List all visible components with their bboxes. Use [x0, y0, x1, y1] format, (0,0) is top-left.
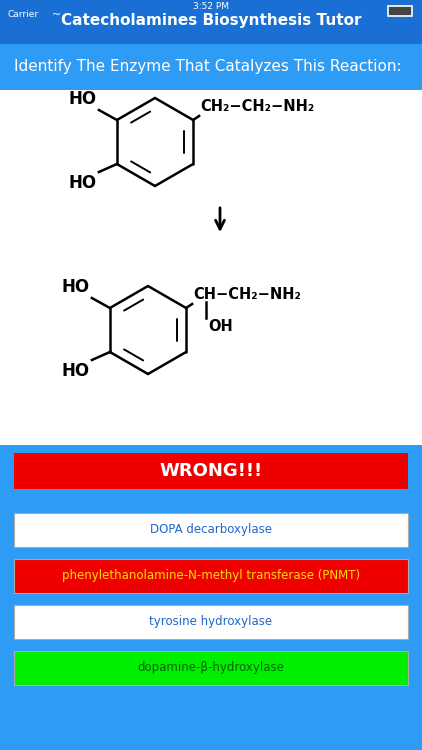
Text: CH₂−CH₂−NH₂: CH₂−CH₂−NH₂	[200, 99, 314, 114]
Text: dopamine-β-hydroxylase: dopamine-β-hydroxylase	[138, 662, 284, 674]
FancyBboxPatch shape	[14, 559, 408, 593]
FancyBboxPatch shape	[0, 44, 422, 90]
Text: OH: OH	[208, 319, 233, 334]
FancyBboxPatch shape	[0, 90, 422, 445]
Text: HO: HO	[62, 362, 90, 380]
Text: HO: HO	[69, 90, 97, 108]
Text: Catecholamines Biosynthesis Tutor: Catecholamines Biosynthesis Tutor	[61, 13, 361, 28]
FancyBboxPatch shape	[14, 453, 408, 489]
Text: Carrier: Carrier	[8, 10, 39, 19]
Text: CH−CH₂−NH₂: CH−CH₂−NH₂	[193, 287, 301, 302]
Text: 3:52 PM: 3:52 PM	[193, 2, 229, 11]
FancyBboxPatch shape	[14, 605, 408, 639]
FancyBboxPatch shape	[388, 6, 412, 16]
Text: HO: HO	[69, 174, 97, 192]
Text: HO: HO	[62, 278, 90, 296]
Text: phenylethanolamine-N-methyl transferase (PNMT): phenylethanolamine-N-methyl transferase …	[62, 569, 360, 583]
Text: Identify The Enzyme That Catalyzes This Reaction:: Identify The Enzyme That Catalyzes This …	[14, 59, 402, 74]
Text: DOPA decarboxylase: DOPA decarboxylase	[150, 524, 272, 536]
Text: WRONG!!!: WRONG!!!	[160, 462, 262, 480]
Text: ~: ~	[52, 10, 61, 20]
FancyBboxPatch shape	[14, 513, 408, 547]
FancyBboxPatch shape	[14, 651, 408, 685]
Text: tyrosine hydroxylase: tyrosine hydroxylase	[149, 616, 273, 628]
FancyBboxPatch shape	[0, 0, 422, 44]
